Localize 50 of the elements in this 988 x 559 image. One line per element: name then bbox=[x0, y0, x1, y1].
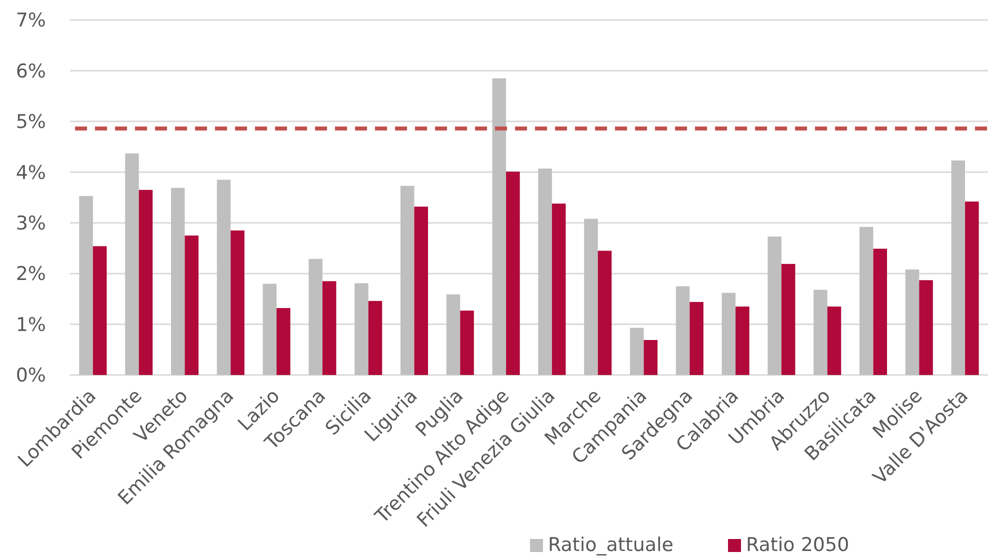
bar bbox=[276, 308, 290, 375]
y-tick-label: 1% bbox=[16, 314, 46, 336]
bar bbox=[400, 186, 414, 375]
bar bbox=[354, 283, 368, 375]
bar bbox=[492, 78, 506, 375]
bar bbox=[951, 160, 966, 375]
y-tick-label: 4% bbox=[16, 162, 46, 184]
bar bbox=[552, 204, 566, 375]
bar bbox=[138, 190, 153, 375]
bar bbox=[722, 292, 736, 375]
bar bbox=[368, 300, 382, 375]
y-tick-label: 6% bbox=[16, 60, 46, 82]
bar bbox=[768, 236, 782, 375]
bar bbox=[506, 172, 520, 375]
y-tick-label: 0% bbox=[16, 364, 46, 387]
bar bbox=[905, 270, 920, 375]
bar bbox=[322, 281, 336, 375]
bar bbox=[170, 188, 185, 375]
bar bbox=[630, 328, 644, 375]
bar bbox=[598, 250, 612, 375]
bar bbox=[216, 180, 231, 375]
legend-label: Ratio 2050 bbox=[746, 534, 850, 556]
bar bbox=[460, 310, 474, 375]
bar bbox=[414, 206, 428, 375]
bar bbox=[965, 202, 979, 375]
bar bbox=[446, 294, 460, 375]
bar bbox=[125, 153, 139, 375]
bar bbox=[92, 246, 107, 375]
y-tick-label: 3% bbox=[16, 212, 46, 235]
bar bbox=[873, 248, 888, 375]
y-tick-label: 2% bbox=[16, 263, 46, 286]
bar bbox=[644, 340, 658, 375]
bar bbox=[859, 226, 874, 375]
bar bbox=[736, 306, 750, 375]
bar bbox=[919, 280, 933, 375]
bar bbox=[262, 284, 277, 375]
bar bbox=[584, 218, 598, 375]
y-tick-label: 7% bbox=[16, 10, 46, 32]
bar bbox=[781, 264, 796, 375]
bar bbox=[827, 306, 842, 375]
legend-label: Ratio_attuale bbox=[548, 534, 674, 556]
bar bbox=[308, 258, 322, 375]
bar bbox=[690, 302, 704, 375]
bar bbox=[184, 236, 199, 375]
bar bbox=[538, 168, 552, 375]
y-tick-label: 5% bbox=[16, 111, 46, 134]
bar bbox=[79, 196, 93, 375]
bar bbox=[230, 230, 244, 375]
bar bbox=[814, 290, 828, 375]
bar bbox=[676, 286, 690, 375]
